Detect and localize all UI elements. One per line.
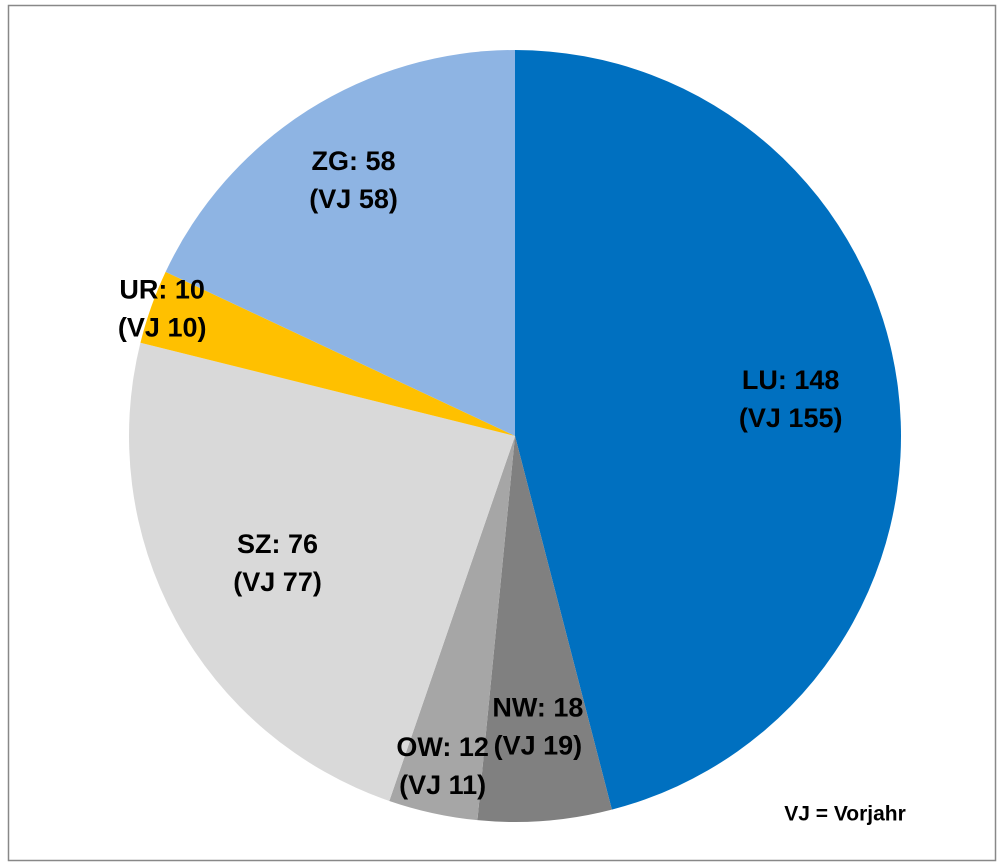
previous-year-label: (VJ 10) <box>118 313 207 343</box>
previous-year-label: (VJ 58) <box>309 184 398 214</box>
pie-slice <box>389 436 515 821</box>
previous-year-label: (VJ 77) <box>233 567 322 597</box>
pie-slice <box>129 342 515 801</box>
data-label: OW: 12 <box>396 732 489 762</box>
previous-year-label: (VJ 19) <box>494 731 583 761</box>
previous-year-label: (VJ 155) <box>739 403 843 433</box>
pie-slice <box>165 50 515 436</box>
pie-slice <box>515 50 902 810</box>
pie-slice <box>140 271 515 436</box>
annotation: VJ = Vorjahr <box>784 803 906 826</box>
data-label: SZ: 76 <box>237 529 318 559</box>
pie-slice <box>477 436 612 822</box>
data-label: LU: 148 <box>742 365 840 395</box>
data-label: ZG: 58 <box>312 146 396 176</box>
data-label: UR: 10 <box>119 275 205 305</box>
data-label: NW: 18 <box>492 693 583 723</box>
previous-year-label: (VJ 11) <box>399 770 486 800</box>
